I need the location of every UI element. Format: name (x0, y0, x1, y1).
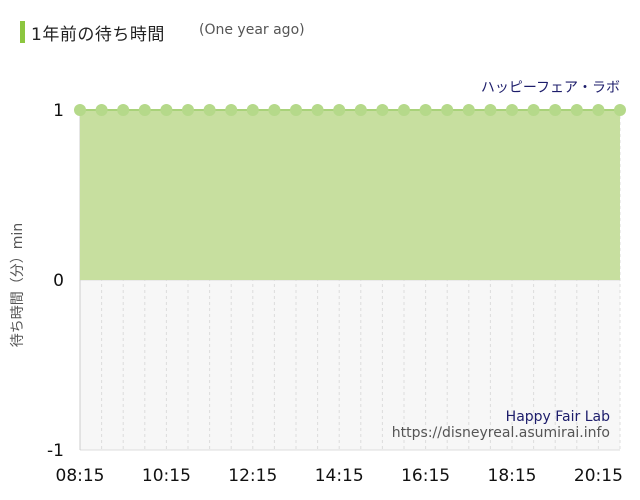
data-point (570, 104, 583, 116)
series-area (80, 110, 620, 280)
y-tick-label: -1 (47, 441, 64, 461)
data-point (182, 104, 194, 116)
data-point (138, 104, 151, 116)
data-point (527, 104, 540, 116)
data-point (441, 104, 454, 116)
data-point (592, 104, 605, 116)
attraction-english-name: Happy Fair Lab (506, 409, 610, 425)
x-tick-label: 12:15 (228, 466, 277, 486)
data-point (95, 104, 108, 116)
data-point (614, 104, 626, 116)
y-tick-label: 0 (53, 271, 64, 291)
x-tick-label: 20:15 (574, 466, 623, 486)
data-point (484, 104, 497, 116)
chart-header: 1年前の待ち時間 (One year ago) (0, 0, 640, 60)
x-tick-label: 16:15 (401, 466, 450, 486)
y-axis-ticks: 1 0 -1 (47, 101, 64, 461)
data-point (419, 104, 432, 116)
data-point (376, 104, 389, 116)
data-point (290, 104, 302, 116)
y-tick-label: 1 (53, 101, 64, 121)
chart-title: 1年前の待ち時間 (31, 25, 165, 45)
series-name-label: ハッピーフェア・ラボ (481, 80, 620, 96)
data-point (311, 104, 324, 116)
data-point (398, 104, 410, 116)
data-point (268, 104, 281, 116)
x-tick-label: 14:15 (315, 466, 364, 486)
data-point (74, 104, 86, 116)
data-point (549, 104, 562, 116)
data-point (225, 104, 238, 116)
data-point (246, 104, 259, 116)
data-point (160, 104, 173, 116)
x-axis-ticks: 08:15 10:15 12:15 14:15 16:15 18:15 20:15 (56, 466, 623, 486)
chart-subtitle: (One year ago) (199, 22, 305, 38)
y-axis-label: 待ち時間（分）min (10, 223, 26, 347)
title-accent-bar (20, 21, 25, 43)
data-point (462, 104, 475, 116)
x-tick-label: 08:15 (56, 466, 105, 486)
data-point (333, 104, 346, 116)
x-tick-label: 18:15 (488, 466, 537, 486)
data-point (354, 104, 367, 116)
source-url: https://disneyreal.asumirai.info (392, 425, 610, 441)
x-tick-label: 10:15 (142, 466, 191, 486)
series-markers (74, 104, 626, 116)
data-point (117, 104, 130, 116)
data-point (506, 104, 518, 116)
data-point (203, 104, 216, 116)
